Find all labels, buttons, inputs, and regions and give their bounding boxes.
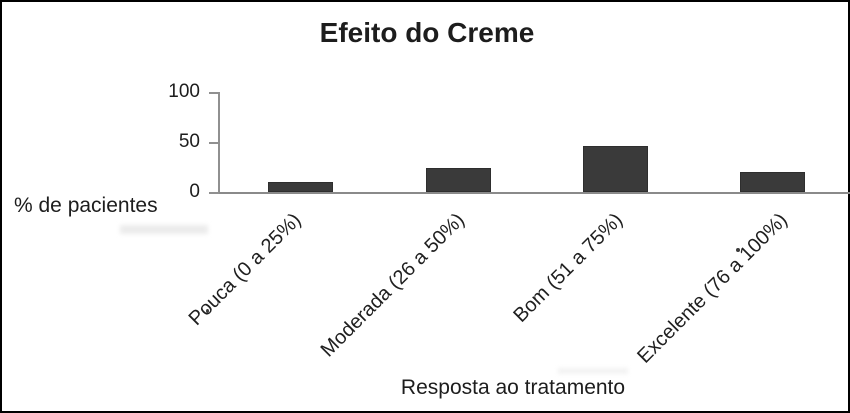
x-axis-label: Resposta ao tratamento bbox=[400, 376, 626, 399]
x-category-label: Moderada (26 a 50%) bbox=[316, 209, 469, 362]
erased-text-smudge bbox=[558, 368, 628, 374]
x-category-label: Bom (51 a 75%) bbox=[509, 209, 628, 327]
stray-dot-artifact bbox=[736, 248, 740, 252]
y-tick-label: 50 bbox=[178, 131, 200, 152]
bar-1 bbox=[425, 168, 491, 192]
erased-text-smudge bbox=[120, 225, 208, 234]
y-axis-label: % de pacientes bbox=[14, 194, 158, 217]
chart-title: Efeito do Creme bbox=[319, 17, 535, 48]
x-axis bbox=[218, 192, 850, 194]
y-tick-label: 0 bbox=[189, 181, 200, 202]
y-tick-mark bbox=[209, 191, 219, 194]
y-tick-label: 100 bbox=[168, 81, 200, 102]
y-tick-mark bbox=[209, 91, 219, 94]
bar-0 bbox=[267, 182, 333, 192]
bar-3 bbox=[739, 172, 805, 192]
y-tick-mark bbox=[209, 141, 219, 144]
bar-2 bbox=[582, 146, 648, 192]
stray-dot-artifact bbox=[206, 309, 209, 313]
x-category-label: Excelente (76 a 100%) bbox=[632, 209, 792, 368]
y-axis bbox=[218, 92, 220, 193]
